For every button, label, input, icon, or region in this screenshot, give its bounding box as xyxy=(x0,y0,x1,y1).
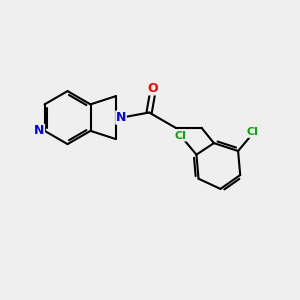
Text: Cl: Cl xyxy=(174,131,186,141)
Text: N: N xyxy=(34,124,44,137)
Text: O: O xyxy=(147,82,158,95)
Text: N: N xyxy=(116,111,126,124)
Text: Cl: Cl xyxy=(247,127,259,137)
